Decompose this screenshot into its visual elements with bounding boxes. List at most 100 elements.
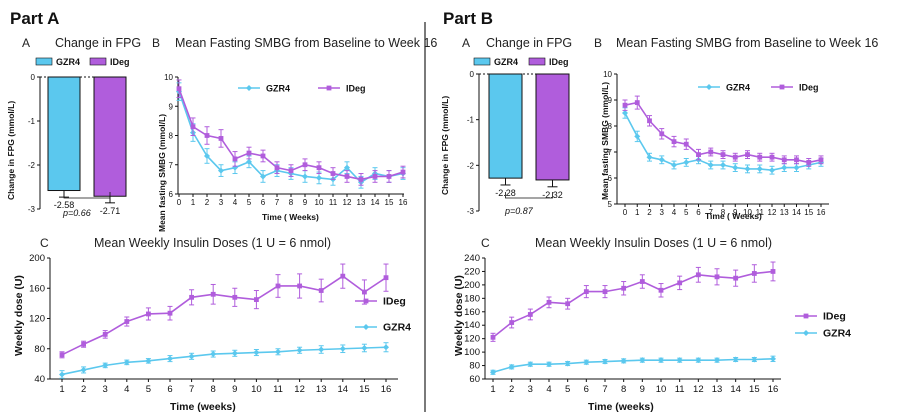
part-b-dose-point-gzr4 xyxy=(751,356,758,363)
part-a-dose-x-tick-label: 16 xyxy=(381,384,392,395)
part-a-dose-point-ideg xyxy=(146,311,151,317)
part-b-fpg-y-tick-label: 0 xyxy=(470,70,475,79)
part-a-dose-point-gzr4 xyxy=(318,346,325,353)
part-b-dose-point-ideg xyxy=(695,272,701,278)
part-b-smbg-point-ideg xyxy=(708,149,714,155)
part-b-dose-point-ideg xyxy=(733,275,739,281)
part-b-smbg-point-gzr4 xyxy=(658,156,665,163)
part-b-smbg-legend-marker-ideg xyxy=(779,84,785,90)
part-a-dose-point-ideg xyxy=(318,288,324,293)
part-b-smbg-point-gzr4 xyxy=(622,110,628,116)
part-a-dose-point-ideg xyxy=(210,291,216,297)
part-a-smbg-x-tick-label: 13 xyxy=(357,198,366,207)
part-a-fpg-ylabel: Change in FPG (mmol/L) xyxy=(6,101,16,200)
part-a-dose-point-gzr4 xyxy=(167,355,173,362)
part-a-smbg-point-ideg xyxy=(372,174,378,179)
part-a-smbg-point-ideg xyxy=(358,176,364,182)
part-a-smbg-xlabel: Time ( Weeks) xyxy=(262,212,319,222)
part-b-smbg-point-gzr4 xyxy=(769,167,775,174)
part-a-smbg-x-tick-label: 12 xyxy=(343,198,352,207)
part-a-fpg-y-tick-label: -1 xyxy=(28,117,36,126)
part-b-dose-legend-marker-gzr4 xyxy=(803,330,809,336)
part-b-dose-point-ideg xyxy=(677,280,683,286)
part-b-smbg-point-gzr4 xyxy=(634,133,641,140)
part-a-smbg-point-ideg xyxy=(176,86,182,92)
part-b-dose-point-ideg xyxy=(751,271,757,276)
part-a-smbg-y-tick-label: 6 xyxy=(169,190,174,199)
part-b-dose-y-tick-label: 220 xyxy=(464,266,480,277)
part-a-dose-point-gzr4 xyxy=(231,350,238,357)
part-b-dose-point-ideg xyxy=(509,320,515,325)
part-b-dose-point-gzr4 xyxy=(564,360,571,367)
part-a-dose-ylabel: Weekly dose (U) xyxy=(13,275,25,356)
part-a-smbg-point-gzr4 xyxy=(316,174,322,181)
part-b-dose-x-tick-label: 4 xyxy=(546,384,551,395)
part-a-dose-point-ideg xyxy=(81,341,86,347)
part-a-smbg-x-tick-label: 11 xyxy=(329,198,338,207)
part-a-dose-x-tick-label: 1 xyxy=(59,384,64,395)
part-b-fpg-legend-swatch-ideg xyxy=(528,57,546,66)
part-a-dose-x-tick-label: 11 xyxy=(273,384,283,395)
part-a-dose-x-tick-label: 13 xyxy=(316,384,327,395)
part-a-smbg-point-ideg xyxy=(386,174,392,179)
part-b-smbg-x-tick-label: 0 xyxy=(623,208,628,217)
part-b-fpg-y-tick-label: -1 xyxy=(467,116,475,125)
part-b-smbg-point-ideg xyxy=(769,154,775,160)
part-b-dose-x-tick-label: 16 xyxy=(768,384,779,395)
part-a-dose-x-tick-label: 2 xyxy=(81,384,86,395)
part-b-dose-x-tick-label: 13 xyxy=(712,384,723,395)
part-b-dose-point-gzr4 xyxy=(714,357,720,364)
part-a-dose-point-ideg xyxy=(232,294,238,300)
part-b-dose-x-tick-label: 5 xyxy=(565,384,570,395)
part-b-smbg-x-tick-label: 14 xyxy=(792,208,801,217)
part-b-smbg-point-ideg xyxy=(781,157,787,163)
part-b-dose-point-ideg xyxy=(565,301,571,307)
part-a-dose-point-gzr4 xyxy=(339,345,346,352)
part-a-dose-y-tick-label: 80 xyxy=(34,344,45,355)
part-b-dose-line-gzr4 xyxy=(492,358,774,374)
part-b-dose-title: Mean Weekly Insulin Doses (1 U = 6 nmol) xyxy=(535,236,772,250)
part-b-dose-point-gzr4 xyxy=(658,357,664,364)
part-b-dose-x-tick-label: 7 xyxy=(602,384,607,395)
part-a-dose-x-tick-label: 12 xyxy=(294,384,305,395)
part-a-smbg-x-tick-label: 9 xyxy=(303,198,308,207)
part-a-dose-point-ideg xyxy=(59,352,65,358)
part-b-dose-point-ideg xyxy=(639,279,645,284)
part-b-dose-x-tick-label: 8 xyxy=(621,384,626,395)
part-b-dose-y-tick-label: 140 xyxy=(464,320,480,331)
part-a-dose-y-tick-label: 160 xyxy=(29,283,45,294)
part-a-p-value: p=0.66 xyxy=(62,208,91,218)
part-b-fpg-legend-label-ideg: IDeg xyxy=(549,57,569,67)
part-b-fpg-legend-label-gzr4: GZR4 xyxy=(494,57,518,67)
part-b-smbg-x-tick-label: 7 xyxy=(709,208,714,217)
part-b-title: Part B xyxy=(443,9,493,28)
part-b-smbg-point-ideg xyxy=(634,100,640,105)
part-a-fpg-legend-swatch-ideg xyxy=(89,57,107,66)
part-a-smbg-legend-marker-ideg xyxy=(326,85,332,91)
part-b-dose-y-tick-label: 100 xyxy=(464,347,480,358)
part-b-smbg-y-tick-label: 10 xyxy=(603,70,612,79)
part-b-dose-point-gzr4 xyxy=(546,361,552,368)
part-b-dose-line-ideg xyxy=(492,270,774,338)
part-b-dose-x-tick-label: 9 xyxy=(640,384,645,395)
part-a-smbg-point-ideg xyxy=(330,171,336,176)
part-b-fpg-y-tick-label: -2 xyxy=(467,161,475,170)
part-b-dose-point-ideg xyxy=(490,334,496,340)
part-b-fpg-bar-ideg xyxy=(535,73,570,181)
part-a-smbg-point-ideg xyxy=(246,150,252,156)
part-a-smbg-legend-marker-gzr4 xyxy=(246,85,252,91)
part-a-smbg-point-ideg xyxy=(260,153,266,159)
part-a-fpg-letter: A xyxy=(22,36,30,50)
part-a-dose-line-gzr4 xyxy=(61,346,387,376)
part-a-dose-x-tick-label: 4 xyxy=(124,384,129,395)
part-a-smbg-y-tick-label: 7 xyxy=(169,161,174,170)
part-a-dose-point-gzr4 xyxy=(361,344,368,351)
part-a-smbg-x-tick-label: 14 xyxy=(371,198,380,207)
part-b-dose-legend-label-gzr4: GZR4 xyxy=(823,328,851,340)
part-a-smbg-x-tick-label: 15 xyxy=(385,198,394,207)
part-a-dose-legend-marker-gzr4 xyxy=(363,324,369,330)
part-b-smbg-x-tick-label: 1 xyxy=(635,208,640,217)
